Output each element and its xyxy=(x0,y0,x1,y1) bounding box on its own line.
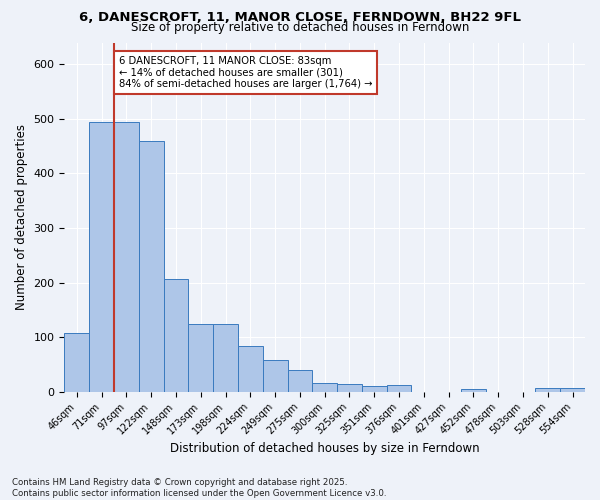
Bar xyxy=(188,324,213,392)
Bar xyxy=(362,386,386,392)
Bar xyxy=(114,122,139,392)
Bar xyxy=(64,334,89,392)
Bar xyxy=(213,324,238,392)
Bar xyxy=(238,346,263,392)
Bar xyxy=(535,388,560,392)
Bar xyxy=(139,140,164,392)
Text: 6 DANESCROFT, 11 MANOR CLOSE: 83sqm
← 14% of detached houses are smaller (301)
8: 6 DANESCROFT, 11 MANOR CLOSE: 83sqm ← 14… xyxy=(119,56,373,90)
Bar xyxy=(461,389,486,392)
Bar xyxy=(313,383,337,392)
Bar xyxy=(263,360,287,392)
Bar xyxy=(337,384,362,392)
Bar xyxy=(164,279,188,392)
Y-axis label: Number of detached properties: Number of detached properties xyxy=(15,124,28,310)
Bar xyxy=(560,388,585,392)
Bar xyxy=(89,122,114,392)
Text: Contains HM Land Registry data © Crown copyright and database right 2025.
Contai: Contains HM Land Registry data © Crown c… xyxy=(12,478,386,498)
Text: Size of property relative to detached houses in Ferndown: Size of property relative to detached ho… xyxy=(131,21,469,34)
X-axis label: Distribution of detached houses by size in Ferndown: Distribution of detached houses by size … xyxy=(170,442,479,455)
Bar xyxy=(287,370,313,392)
Bar xyxy=(386,385,412,392)
Text: 6, DANESCROFT, 11, MANOR CLOSE, FERNDOWN, BH22 9FL: 6, DANESCROFT, 11, MANOR CLOSE, FERNDOWN… xyxy=(79,11,521,24)
